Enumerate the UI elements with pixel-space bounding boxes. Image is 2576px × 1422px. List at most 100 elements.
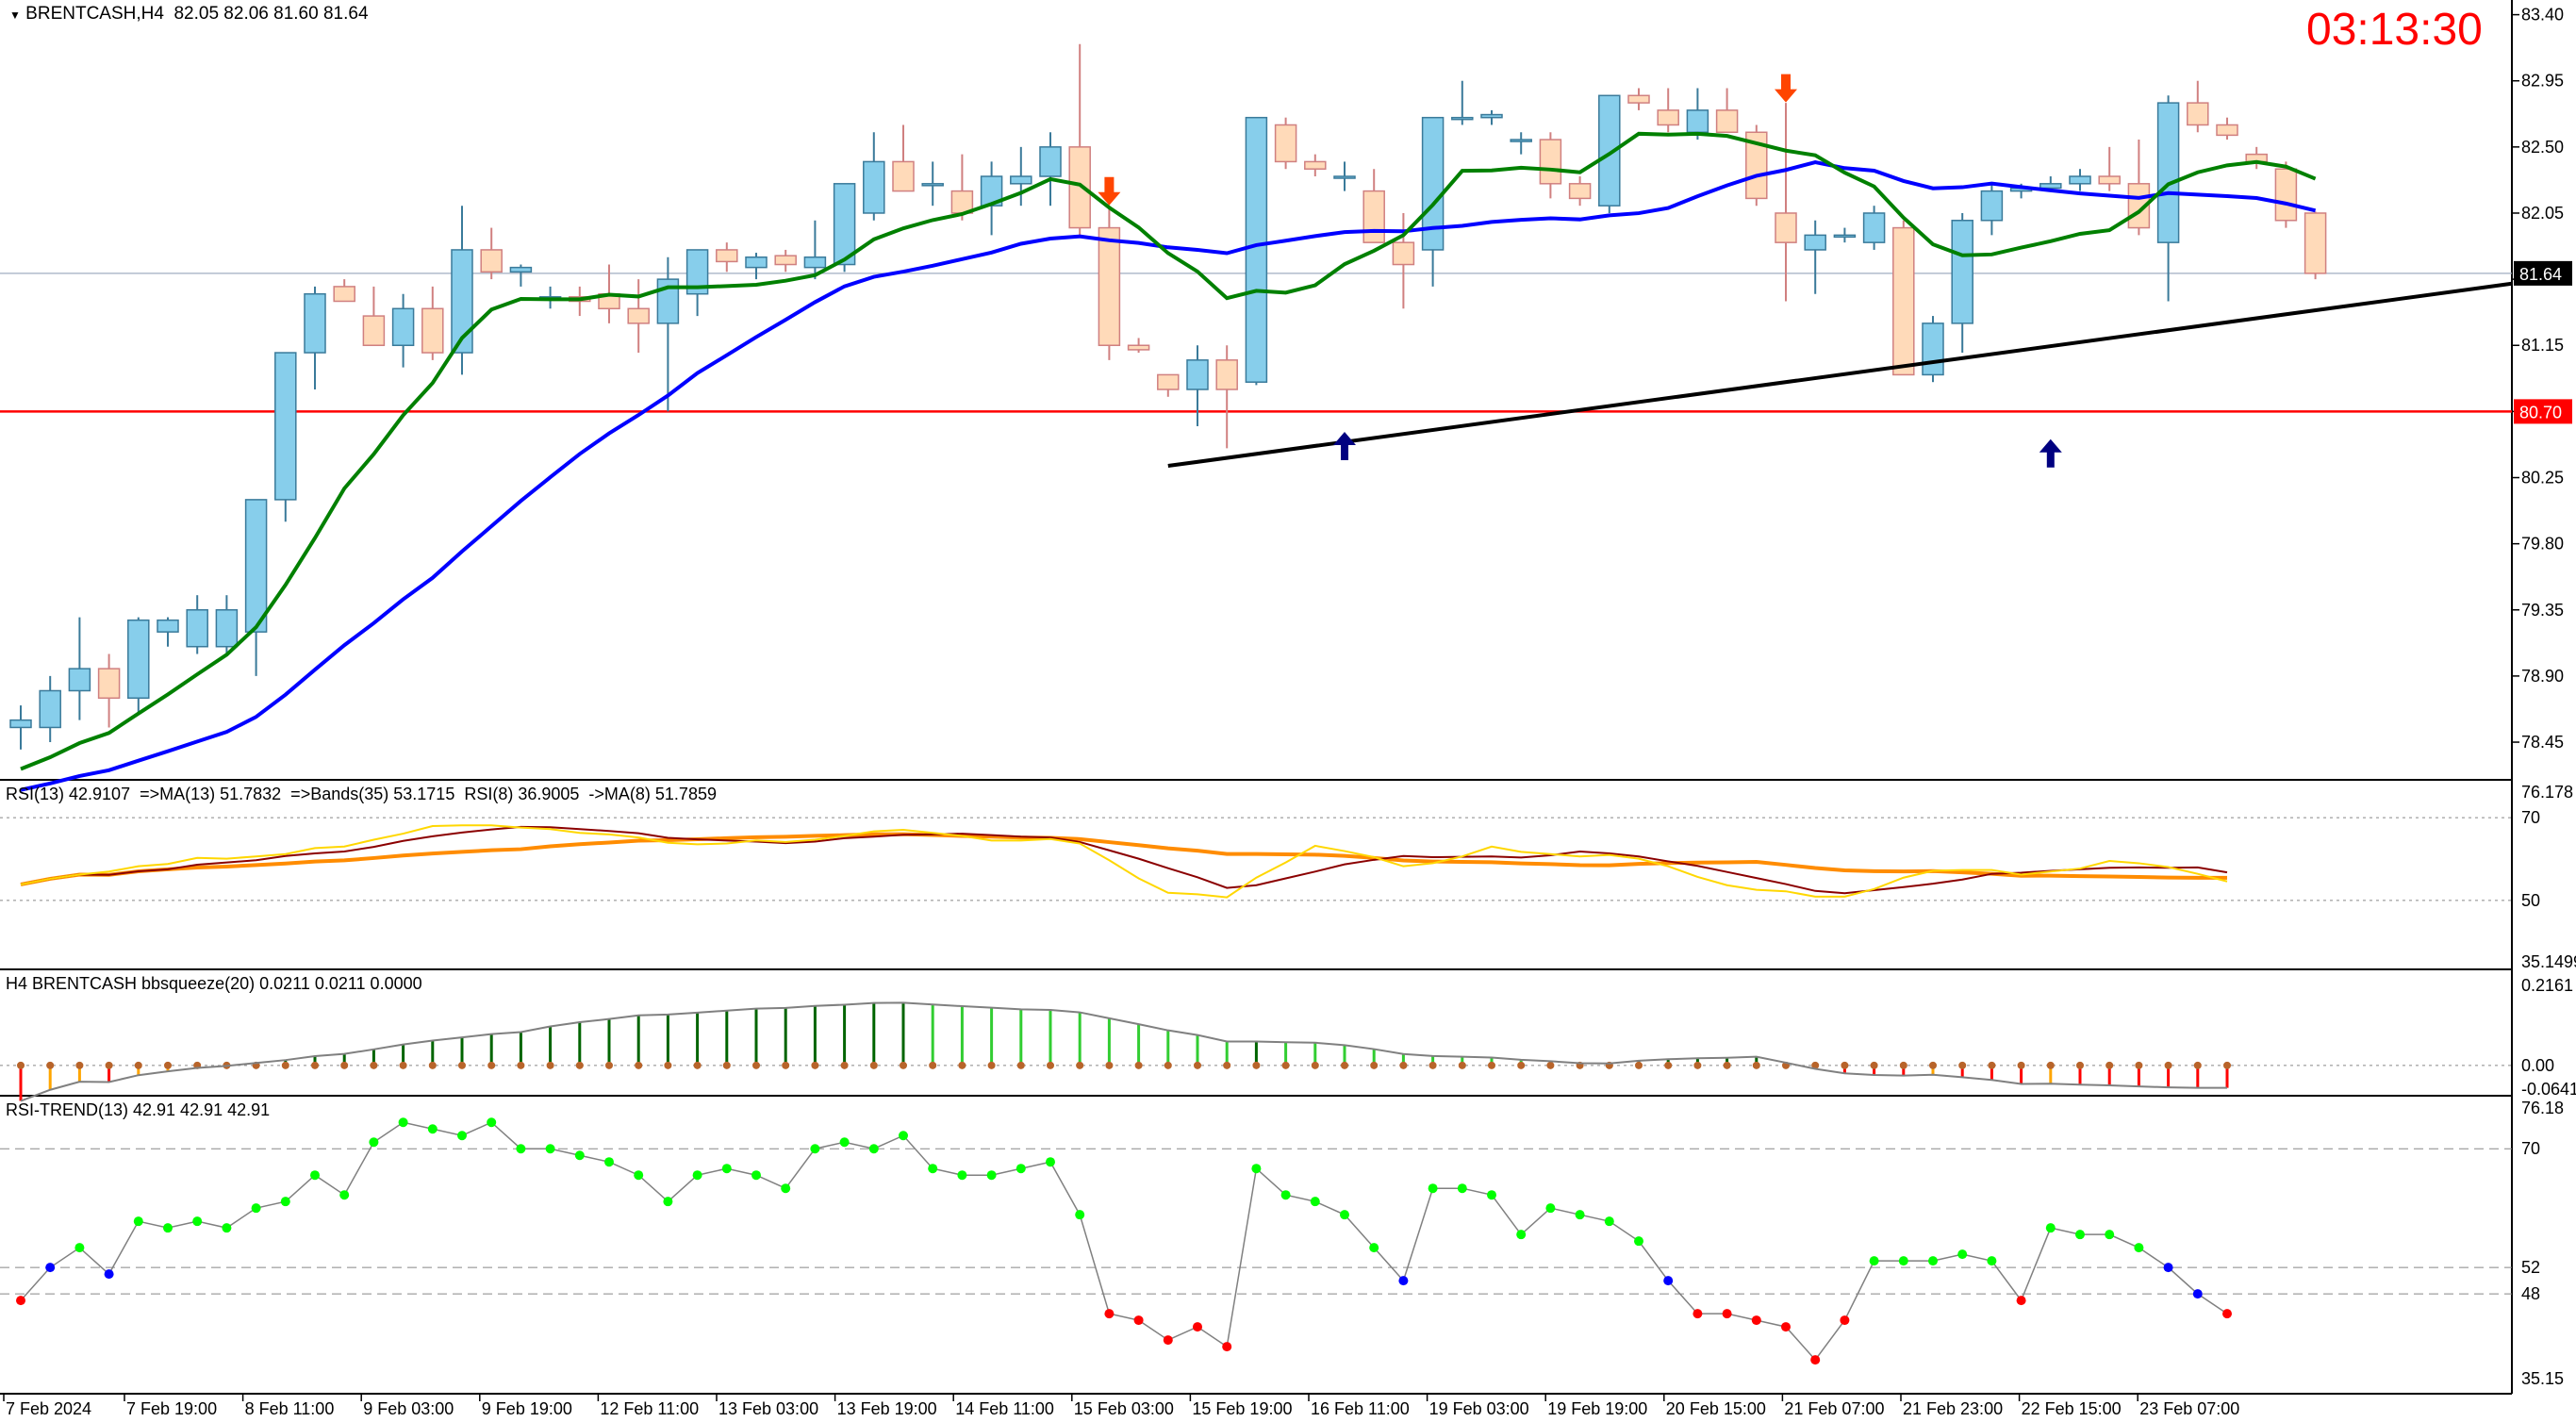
rsi-trend-dot bbox=[868, 1144, 879, 1154]
rsi-trend-dot bbox=[2134, 1243, 2144, 1253]
rsi-trend-dot bbox=[663, 1197, 673, 1207]
rsi-trend-dot bbox=[692, 1170, 702, 1181]
triangle-down-icon[interactable]: ▼ bbox=[9, 8, 21, 22]
price-tick-label: 79.35 bbox=[2521, 601, 2564, 620]
bull-candle bbox=[215, 609, 239, 648]
squeeze-dot bbox=[2223, 1061, 2231, 1069]
bull-candle bbox=[127, 619, 150, 700]
price-tick-label: 79.80 bbox=[2521, 535, 2564, 554]
squeeze-dot bbox=[1047, 1061, 1054, 1069]
rsi-trend-scale-label: 70 bbox=[2521, 1139, 2540, 1158]
bull-candle bbox=[1451, 116, 1474, 121]
arrow-down-icon bbox=[1775, 74, 1797, 103]
rsi-trend-dot bbox=[1193, 1322, 1202, 1332]
current-price-tag bbox=[2514, 260, 2572, 286]
squeeze-dot bbox=[1399, 1061, 1408, 1069]
bear-candle bbox=[1098, 226, 1121, 346]
bull-candle bbox=[9, 719, 32, 729]
arrow-up-icon bbox=[1333, 431, 1356, 460]
rsi-trend-dot bbox=[1428, 1183, 1438, 1194]
bull-candle bbox=[304, 292, 326, 354]
time-tick-label: 23 Feb 07:00 bbox=[2139, 1399, 2239, 1418]
bear-candle bbox=[1157, 373, 1180, 390]
squeeze-dot bbox=[958, 1061, 966, 1069]
time-tick-label: 7 Feb 2024 bbox=[6, 1399, 91, 1418]
bear-candle bbox=[1627, 94, 1650, 104]
rsi-trend-dot bbox=[1751, 1315, 1761, 1326]
trendline[interactable] bbox=[1167, 281, 2513, 469]
bull-candle bbox=[274, 352, 297, 501]
squeeze-dot bbox=[370, 1061, 378, 1069]
squeeze-dot bbox=[1252, 1061, 1261, 1069]
bull-candle bbox=[1598, 94, 1621, 207]
rsi-trend-dot bbox=[16, 1296, 25, 1306]
bear-candle bbox=[1215, 359, 1238, 390]
time-tick-label: 19 Feb 03:00 bbox=[1429, 1399, 1529, 1418]
rsi-trend-dot bbox=[398, 1117, 408, 1128]
rsi-trend-dot bbox=[1251, 1164, 1262, 1174]
rsi-trend-dot bbox=[1898, 1256, 1908, 1266]
momentum-outline bbox=[20, 1001, 2227, 1102]
squeeze-dot bbox=[46, 1061, 55, 1069]
rising-trendline[interactable] bbox=[1167, 281, 2513, 469]
rsi-trend-dot bbox=[1457, 1183, 1467, 1194]
rsi-trend-dot bbox=[1016, 1164, 1026, 1174]
squeeze-dot bbox=[1134, 1061, 1143, 1069]
bear-candle bbox=[1539, 139, 1562, 185]
bull-candle bbox=[2156, 102, 2180, 243]
squeeze-dot bbox=[1517, 1061, 1526, 1069]
rsi-trend-dot bbox=[1104, 1309, 1115, 1319]
candlestick-series bbox=[9, 43, 2327, 750]
rsi-trend-scale-label: 52 bbox=[2521, 1258, 2540, 1277]
bull-candle bbox=[1510, 139, 1532, 142]
bear-candle bbox=[421, 307, 444, 354]
bear-candle bbox=[1068, 146, 1091, 229]
bear-candle bbox=[892, 160, 915, 192]
squeeze-dot bbox=[281, 1061, 289, 1069]
bear-candle bbox=[362, 315, 386, 346]
rsi-trend-dot bbox=[457, 1131, 467, 1141]
moving-averages bbox=[20, 131, 2317, 792]
bull-candle bbox=[1480, 113, 1503, 119]
squeeze-dot bbox=[2135, 1061, 2143, 1069]
squeeze-dot bbox=[1428, 1061, 1437, 1069]
squeeze-dot bbox=[134, 1061, 142, 1069]
squeeze-dot bbox=[1664, 1061, 1673, 1069]
rsi-trend-dot bbox=[2222, 1309, 2232, 1319]
squeeze-dot bbox=[1194, 1061, 1201, 1069]
squeeze-dot bbox=[1458, 1061, 1466, 1069]
bear-candle bbox=[2274, 168, 2298, 222]
squeeze-dot bbox=[1341, 1061, 1348, 1069]
rsi-trend-dot bbox=[427, 1124, 438, 1134]
bull-candle bbox=[833, 183, 856, 266]
rsi-trend-dot bbox=[1928, 1256, 1938, 1266]
squeeze-dot bbox=[399, 1061, 407, 1069]
rsi-panel: 76.178 70 50 35.1499 bbox=[0, 783, 2576, 971]
squeeze-dot bbox=[2076, 1061, 2084, 1069]
squeeze-dot bbox=[1635, 1061, 1643, 1069]
rsi-trend-panel: 76.18 70 52 48 35.15 bbox=[0, 1099, 2564, 1388]
rsi-trend-dot bbox=[810, 1144, 820, 1154]
time-axis[interactable]: 7 Feb 2024 7 Feb 19:00 8 Feb 11:00 9 Feb 03… bbox=[3, 1394, 2239, 1418]
time-tick-label: 20 Feb 15:00 bbox=[1666, 1399, 1766, 1418]
bear-candle bbox=[1392, 241, 1415, 266]
rsi-trend-dot bbox=[545, 1144, 555, 1154]
time-tick-label: 16 Feb 11:00 bbox=[1311, 1399, 1410, 1418]
bull-candle bbox=[451, 249, 473, 354]
squeeze-dot bbox=[1929, 1061, 1937, 1069]
time-tick-label: 7 Feb 19:00 bbox=[126, 1399, 217, 1418]
rsi-trend-dot bbox=[104, 1269, 114, 1280]
rsi-trend-dot bbox=[1163, 1335, 1173, 1346]
rsi-trend-dot bbox=[957, 1170, 967, 1181]
bull-candle bbox=[244, 499, 268, 633]
rsi-trend-dot bbox=[781, 1183, 791, 1194]
bear-candle bbox=[716, 249, 738, 263]
bull-candle bbox=[1333, 175, 1356, 179]
price-tick-label: 83.40 bbox=[2521, 6, 2564, 25]
rsi-trend-dot bbox=[1869, 1256, 1879, 1266]
price-scale[interactable]: 83.4082.9582.5082.0581.6081.1580.7080.25… bbox=[2512, 6, 2572, 752]
price-tick-label: 82.05 bbox=[2521, 204, 2564, 223]
bull-candle bbox=[863, 160, 885, 214]
bull-candle bbox=[1951, 220, 1973, 324]
